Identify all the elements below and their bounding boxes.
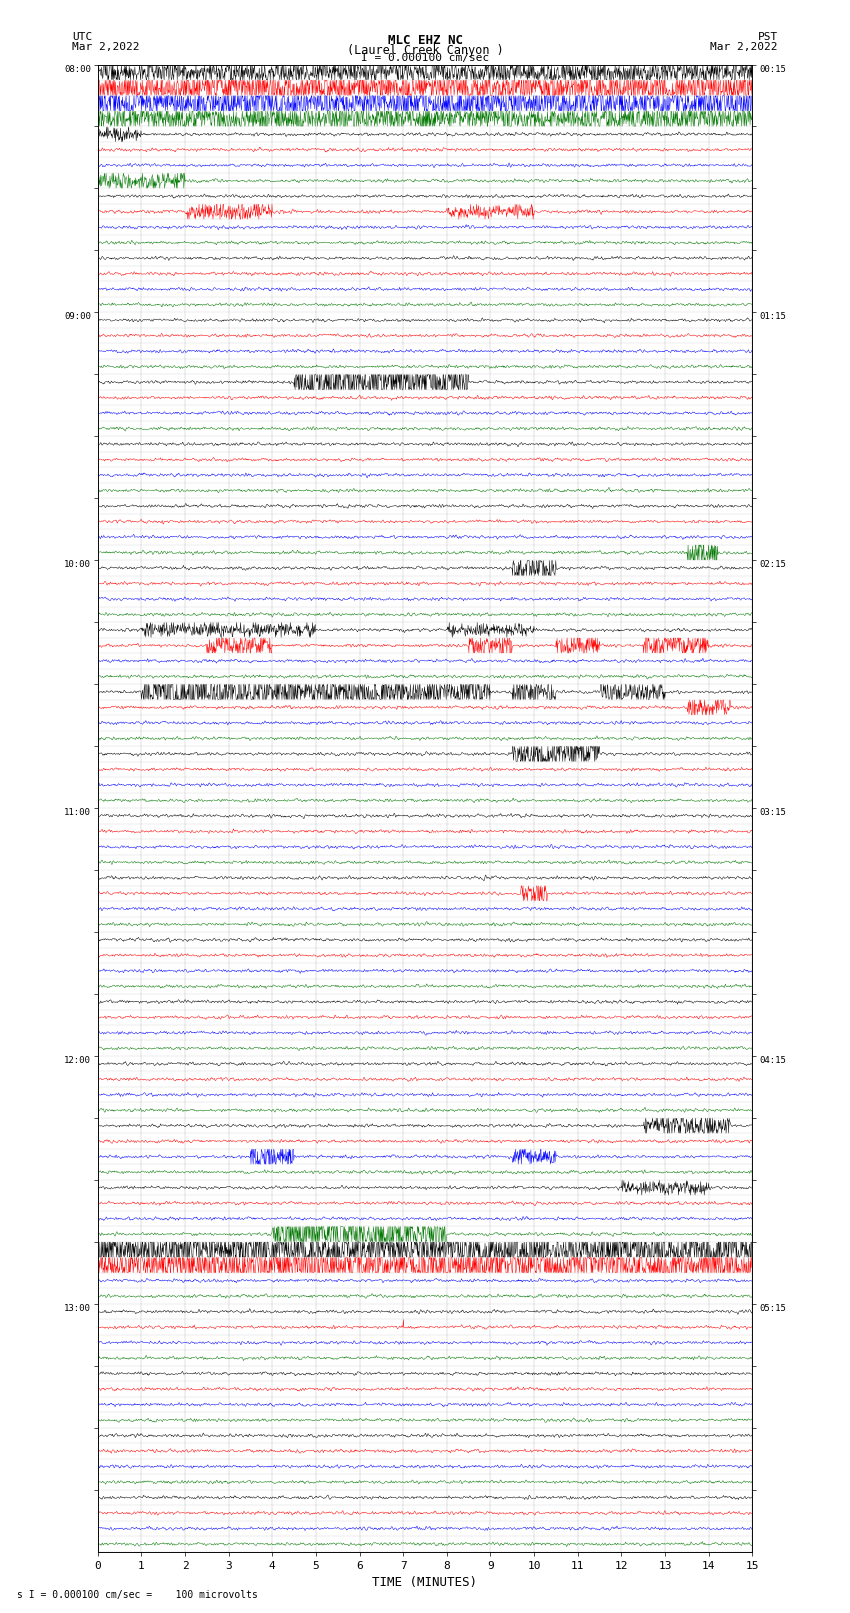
Text: MLC EHZ NC: MLC EHZ NC <box>388 34 462 47</box>
Text: (Laurel Creek Canyon ): (Laurel Creek Canyon ) <box>347 44 503 56</box>
Text: Mar 2,2022: Mar 2,2022 <box>72 42 139 52</box>
Text: PST: PST <box>757 32 778 42</box>
X-axis label: TIME (MINUTES): TIME (MINUTES) <box>372 1576 478 1589</box>
Text: s I = 0.000100 cm/sec =    100 microvolts: s I = 0.000100 cm/sec = 100 microvolts <box>17 1590 258 1600</box>
Text: UTC: UTC <box>72 32 93 42</box>
Text: I = 0.000100 cm/sec: I = 0.000100 cm/sec <box>361 53 489 63</box>
Text: Mar 2,2022: Mar 2,2022 <box>711 42 778 52</box>
